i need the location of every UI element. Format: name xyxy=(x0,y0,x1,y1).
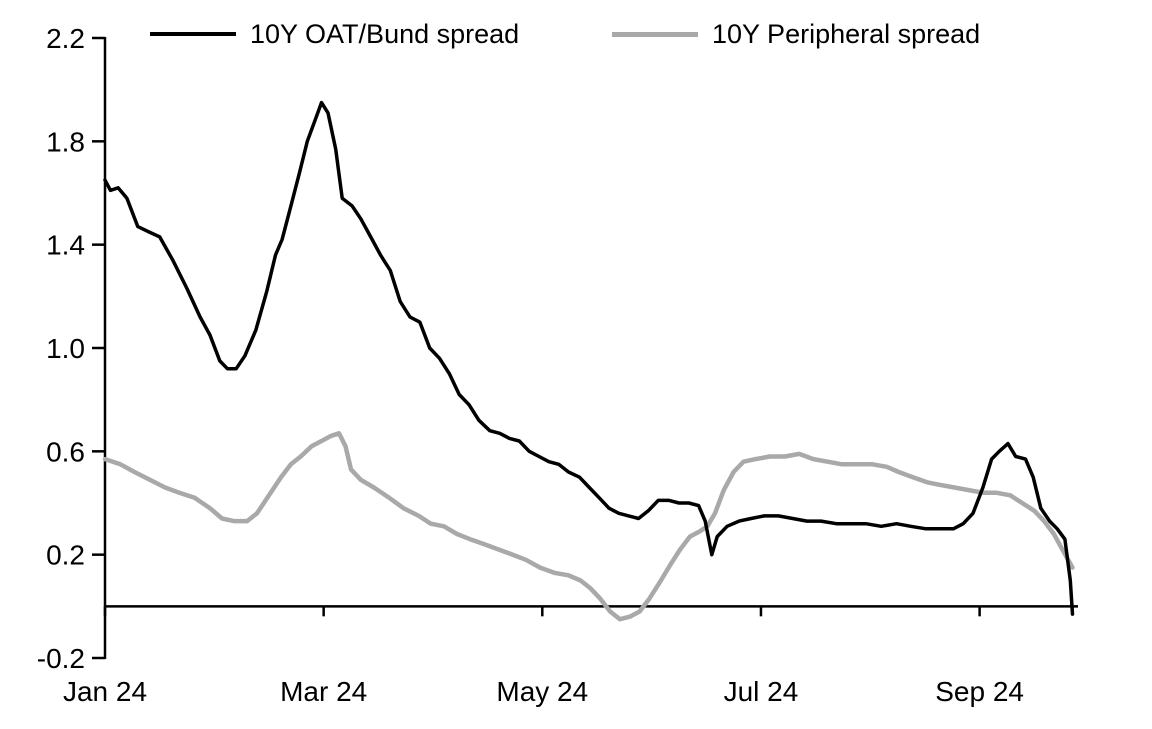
y-tick-label: -0.2 xyxy=(37,643,85,674)
oat-bund-spread-line xyxy=(103,100,1075,616)
x-tick-label: May 24 xyxy=(496,676,588,707)
y-tick-label: 0.6 xyxy=(46,436,85,467)
x-tick-label: Jan 24 xyxy=(63,676,147,707)
peripheral-spread-line xyxy=(102,431,1075,622)
x-tick-label: Jul 24 xyxy=(724,676,799,707)
oat-bund-line-swatch xyxy=(150,32,236,36)
legend-item-oat-bund: 10Y OAT/Bund spread xyxy=(150,18,519,50)
y-tick-label: 2.2 xyxy=(46,23,85,54)
peripheral-line-swatch xyxy=(612,31,698,37)
legend-label-oat-bund: 10Y OAT/Bund spread xyxy=(250,18,520,49)
y-tick-label: 1.8 xyxy=(46,126,85,157)
x-tick-label: Mar 24 xyxy=(280,676,367,707)
legend-item-peripheral: 10Y Peripheral spread xyxy=(612,18,980,50)
y-tick-label: 0.2 xyxy=(46,540,85,571)
y-tick-label: 1.4 xyxy=(46,230,85,261)
legend-label-peripheral: 10Y Peripheral spread xyxy=(712,18,981,49)
x-tick-label: Sep 24 xyxy=(935,676,1024,707)
y-tick-label: 1.0 xyxy=(46,333,85,364)
